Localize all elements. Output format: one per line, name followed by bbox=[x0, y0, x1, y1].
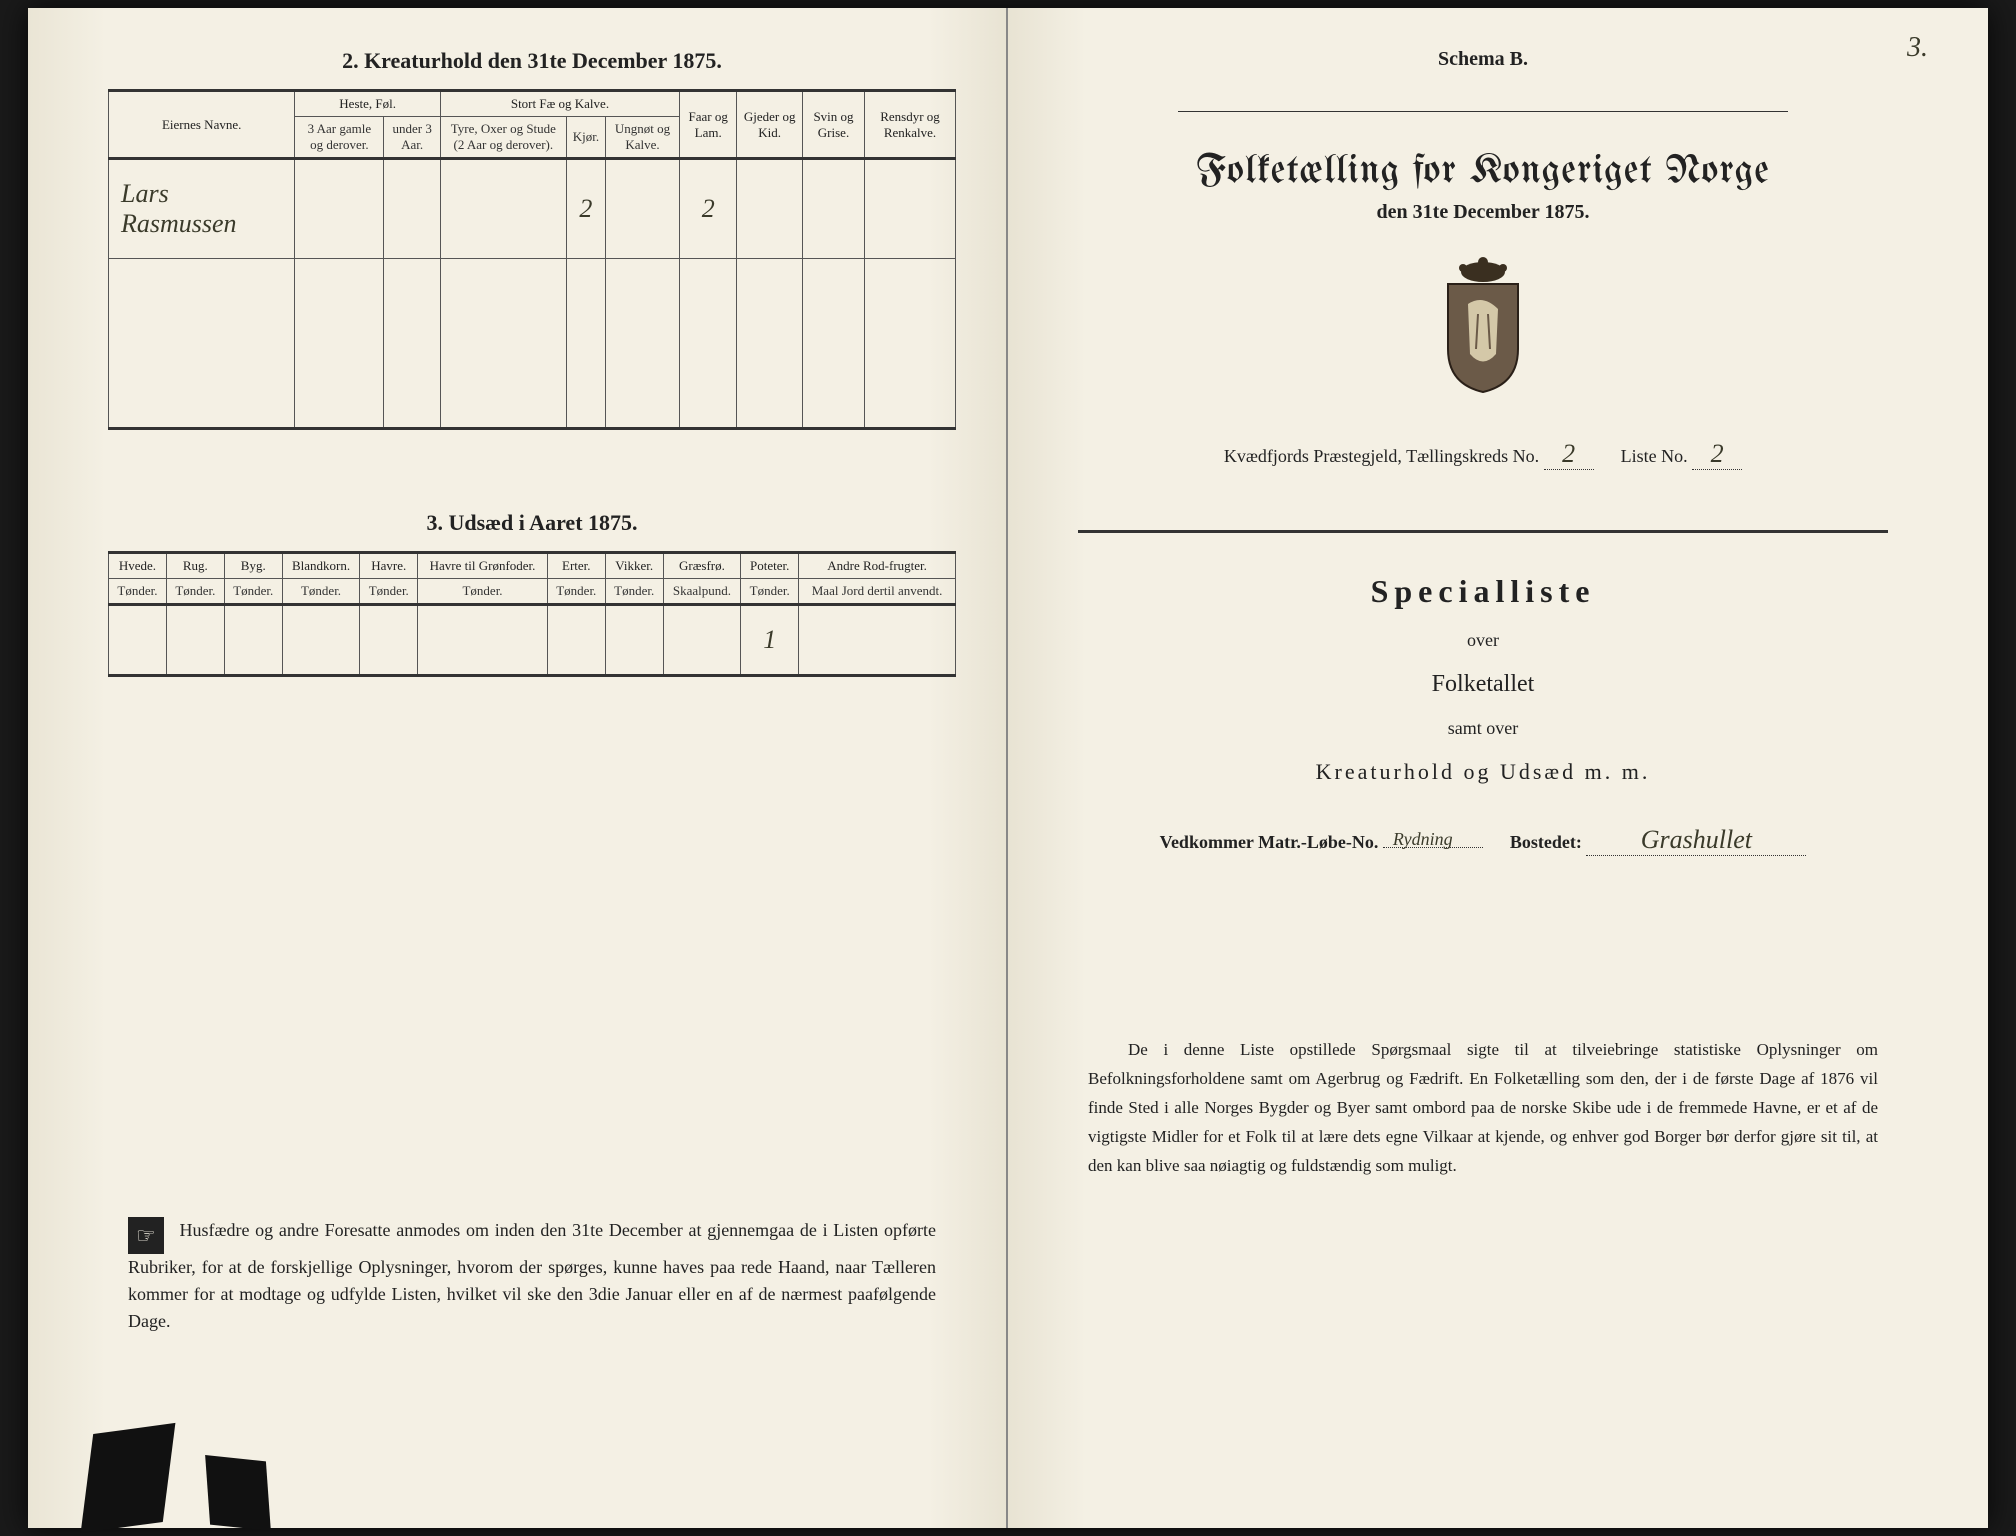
u9: Skaalpund. bbox=[663, 579, 741, 605]
col-cattle-b: Kjør. bbox=[566, 117, 605, 159]
matr-sup: Rydning bbox=[1393, 829, 1453, 850]
table-row-empty bbox=[109, 259, 956, 429]
s3-vikker: Vikker. bbox=[605, 553, 663, 579]
s3-bland: Blandkorn. bbox=[282, 553, 360, 579]
val-faar: 2 bbox=[679, 159, 736, 259]
u1: Tønder. bbox=[109, 579, 167, 605]
page-corner-shadow bbox=[81, 1423, 176, 1533]
parish-label: Kvædfjords Præstegjeld, Tællingskreds No… bbox=[1224, 446, 1539, 466]
seed-table: Hvede. Rug. Byg. Blandkorn. Havre. Havre… bbox=[108, 551, 956, 677]
s3-byg: Byg. bbox=[224, 553, 282, 579]
over-label: over bbox=[1058, 630, 1908, 651]
val-poteter: 1 bbox=[741, 605, 799, 676]
main-title: Folketælling for Kongeriget Norge bbox=[1058, 152, 1908, 193]
col-horses: Heste, Føl. bbox=[295, 91, 441, 117]
folketallet-label: Folketallet bbox=[1058, 671, 1908, 698]
u11: Maal Jord dertil anvendt. bbox=[799, 579, 956, 605]
col-cattle: Stort Fæ og Kalve. bbox=[440, 91, 679, 117]
col-sheep: Faar og Lam. bbox=[679, 91, 736, 159]
s3-havre: Havre. bbox=[360, 553, 418, 579]
bostedet-value: Grashullet bbox=[1586, 825, 1806, 856]
page-corner-shadow bbox=[205, 1455, 271, 1531]
section2-title: 2. Kreaturhold den 31te December 1875. bbox=[108, 48, 956, 74]
vedkommer-line: Vedkommer Matr.-Løbe-No. Rydning Bostede… bbox=[1058, 825, 1908, 856]
date-line: den 31te December 1875. bbox=[1058, 201, 1908, 224]
col-goats: Gjeder og Kid. bbox=[737, 91, 803, 159]
livestock-table: Eiernes Navne. Heste, Føl. Stort Fæ og K… bbox=[108, 89, 956, 430]
section3-title: 3. Udsæd i Aaret 1875. bbox=[108, 510, 956, 536]
val-kjor: 2 bbox=[566, 159, 605, 259]
col-pigs: Svin og Grise. bbox=[802, 91, 864, 159]
col-owner: Eiernes Navne. bbox=[109, 91, 295, 159]
schema-label: Schema B. bbox=[1058, 48, 1908, 71]
owner-name: Lars Rasmussen bbox=[109, 159, 295, 259]
bostedet-label: Bostedet: bbox=[1510, 832, 1582, 852]
u10: Tønder. bbox=[741, 579, 799, 605]
samt-label: samt over bbox=[1058, 718, 1908, 739]
parish-line: Kvædfjords Præstegjeld, Tællingskreds No… bbox=[1058, 439, 1908, 470]
kreatur-label: Kreaturhold og Udsæd m. m. bbox=[1058, 759, 1908, 785]
u2: Tønder. bbox=[166, 579, 224, 605]
col-cattle-a: Tyre, Oxer og Stude (2 Aar og derover). bbox=[440, 117, 566, 159]
left-footnote: ☞ Husfædre og andre Foresatte anmodes om… bbox=[108, 1217, 956, 1335]
page-number: 3. bbox=[1907, 32, 1928, 64]
liste-label: Liste No. bbox=[1621, 446, 1688, 466]
coat-of-arms-icon bbox=[1058, 254, 1908, 399]
u7: Tønder. bbox=[547, 579, 605, 605]
u6: Tønder. bbox=[418, 579, 548, 605]
census-book-spread: 2. Kreaturhold den 31te December 1875. E… bbox=[28, 8, 1988, 1528]
pointing-hand-icon: ☞ bbox=[128, 1217, 164, 1254]
s3-havregron: Havre til Grønfoder. bbox=[418, 553, 548, 579]
col-reindeer: Rensdyr og Renkalve. bbox=[865, 91, 956, 159]
col-cattle-c: Ungnøt og Kalve. bbox=[606, 117, 680, 159]
footnote-text: Husfædre og andre Foresatte anmodes om i… bbox=[128, 1220, 936, 1331]
left-page: 2. Kreaturhold den 31te December 1875. E… bbox=[28, 8, 1008, 1528]
s3-rug: Rug. bbox=[166, 553, 224, 579]
right-page: 3. Schema B. Folketælling for Kongeriget… bbox=[1008, 8, 1988, 1528]
s3-poteter: Poteter. bbox=[741, 553, 799, 579]
right-footnote: De i denne Liste opstillede Spørgsmaal s… bbox=[1058, 1036, 1908, 1180]
u4: Tønder. bbox=[282, 579, 360, 605]
divider bbox=[1078, 530, 1888, 533]
col-horses-b: under 3 Aar. bbox=[384, 117, 441, 159]
kreds-no: 2 bbox=[1544, 439, 1594, 470]
col-horses-a: 3 Aar gamle og derover. bbox=[295, 117, 384, 159]
u8: Tønder. bbox=[605, 579, 663, 605]
s3-erter: Erter. bbox=[547, 553, 605, 579]
u5: Tønder. bbox=[360, 579, 418, 605]
s3-andre: Andre Rod-frugter. bbox=[799, 553, 956, 579]
s3-hvede: Hvede. bbox=[109, 553, 167, 579]
table-row: Lars Rasmussen 2 2 bbox=[109, 159, 956, 259]
s3-graes: Græsfrø. bbox=[663, 553, 741, 579]
vedkommer-label: Vedkommer Matr.-Løbe-No. bbox=[1160, 832, 1379, 852]
liste-no: 2 bbox=[1692, 439, 1742, 470]
seed-row: 1 bbox=[109, 605, 956, 676]
u3: Tønder. bbox=[224, 579, 282, 605]
specialliste-title: Specialliste bbox=[1058, 573, 1908, 610]
